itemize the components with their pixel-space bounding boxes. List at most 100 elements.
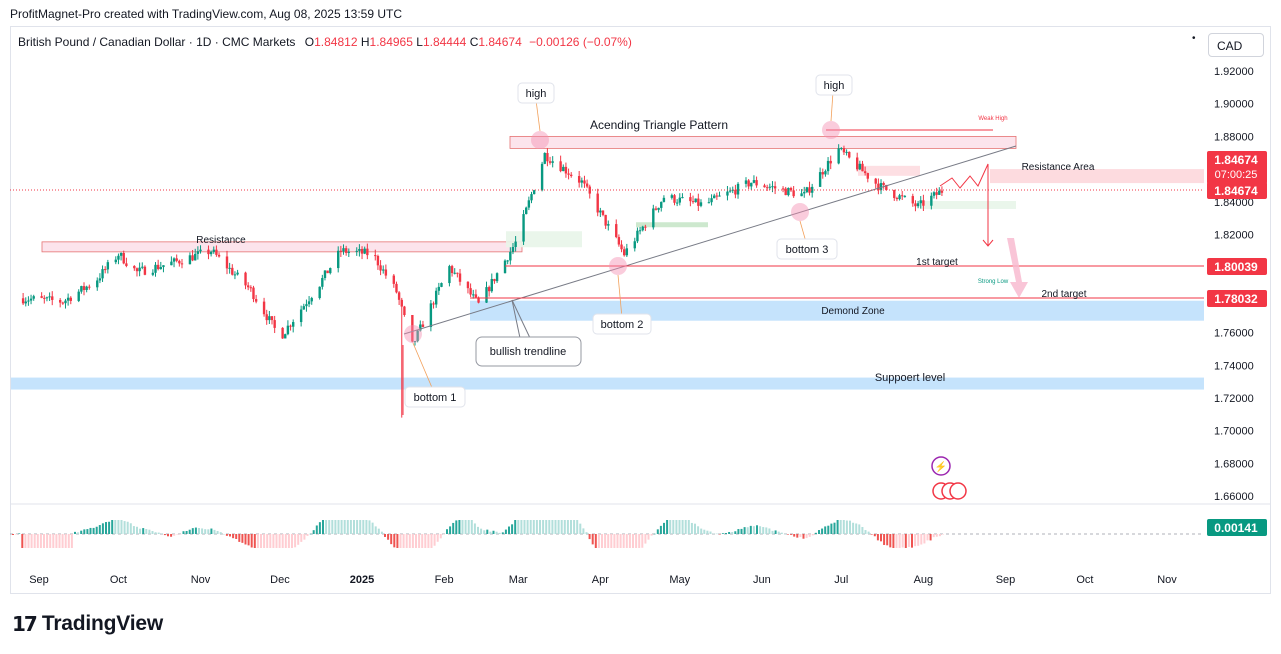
candle [82,282,86,296]
candle [29,294,33,305]
candle [599,207,602,218]
candle-body [88,286,91,288]
candle-body [585,183,589,187]
bottom-label-1[interactable]: bottom 1 [404,386,466,408]
oscillator-bar [80,530,83,534]
candle [877,178,880,195]
candle-body [125,263,128,266]
candle-body [657,207,660,210]
candle-body [842,148,846,153]
bottom-label-3[interactable]: bottom 3 [776,238,838,260]
candle [284,333,287,339]
candle [861,160,864,172]
lightning-icon[interactable] [931,456,951,476]
x-tick-label-10: Jul [834,574,848,586]
callout-connector [412,342,434,391]
high-label-1[interactable]: high [517,82,555,104]
candle-body [901,195,904,197]
close-label: C [469,35,479,49]
oscillator-bar [545,520,548,534]
oscillator-bar [430,534,433,548]
oscillator-bar [579,523,582,534]
oscillator-bar [542,520,545,534]
candle [114,256,117,265]
candle [670,193,674,200]
oscillator-bar [774,530,777,534]
oscillator-bar [551,520,554,534]
candle-body [755,180,758,186]
candle [577,170,581,188]
candle [821,168,824,179]
oscillator-bar [653,533,656,535]
candle [61,301,65,305]
oscillator-bar [461,520,464,534]
candle-body [879,183,883,191]
candle [323,270,327,281]
candle-body [636,230,639,242]
candle [392,274,396,288]
candle-body [249,287,253,289]
candle [792,186,795,198]
projection-path [939,163,989,246]
oscillator-bar [142,528,145,534]
candle [842,145,846,155]
oscillator-bar [120,520,123,534]
y-tick-label-12: 1.68000 [1214,458,1254,470]
oscillator-bar [98,525,101,534]
oscillator-bar [935,534,938,537]
callout-connector [511,299,521,339]
oscillator-bar [24,534,27,548]
oscillator-bar [802,534,805,539]
oscillator-bar [845,520,848,534]
candle [636,227,639,244]
support-zone [11,377,1204,390]
oscillator-bar [827,525,830,534]
more-icon[interactable]: • [1192,33,1196,44]
oscillator-bar [446,529,448,534]
candle-body [940,190,944,193]
candle [826,157,830,175]
high-label-2[interactable]: high [815,74,853,96]
candle [893,189,896,201]
candle [707,197,711,204]
candle [231,264,234,276]
flag-icon[interactable] [949,482,967,500]
oscillator-bar [920,534,923,545]
candle [122,250,125,265]
currency-button[interactable]: CAD [1208,33,1264,57]
candle-body [932,192,936,196]
current-price-label-text: 1.84674 [1214,153,1258,167]
candle [80,285,83,294]
candle-body [133,265,136,269]
candle-body [734,189,737,195]
candle [106,259,110,274]
symbol-legend[interactable]: British Pound / Canadian Dollar · 1D · C… [18,35,632,49]
candle-body [771,186,774,188]
oscillator-bar [613,534,616,548]
candle [845,149,848,156]
candle-body [326,270,329,274]
candle [487,285,491,297]
oscillator-bar [167,534,169,537]
oscillator-bar [343,520,346,534]
oscillator-bar [514,520,517,534]
oscillator-bar [762,527,765,534]
bottom-label-2[interactable]: bottom 2 [592,313,652,335]
callout-connector [830,91,834,122]
oscillator-bar [818,530,820,534]
candle-body [400,299,403,307]
candle-body [829,160,832,164]
candle-body [360,248,364,254]
candle [633,237,636,252]
candle-body [689,197,692,202]
oscillator-bar [852,522,855,534]
candle-body [930,195,933,206]
candle [217,252,221,258]
candle-body [450,266,454,274]
symbol-name[interactable]: British Pound / Canadian Dollar · 1D · C… [18,35,296,49]
oscillator-bar [229,534,231,537]
bullish-trendline-label[interactable]: bullish trendline [475,336,582,367]
oscillator-bar [455,520,458,534]
oscillator-bar [907,534,910,547]
